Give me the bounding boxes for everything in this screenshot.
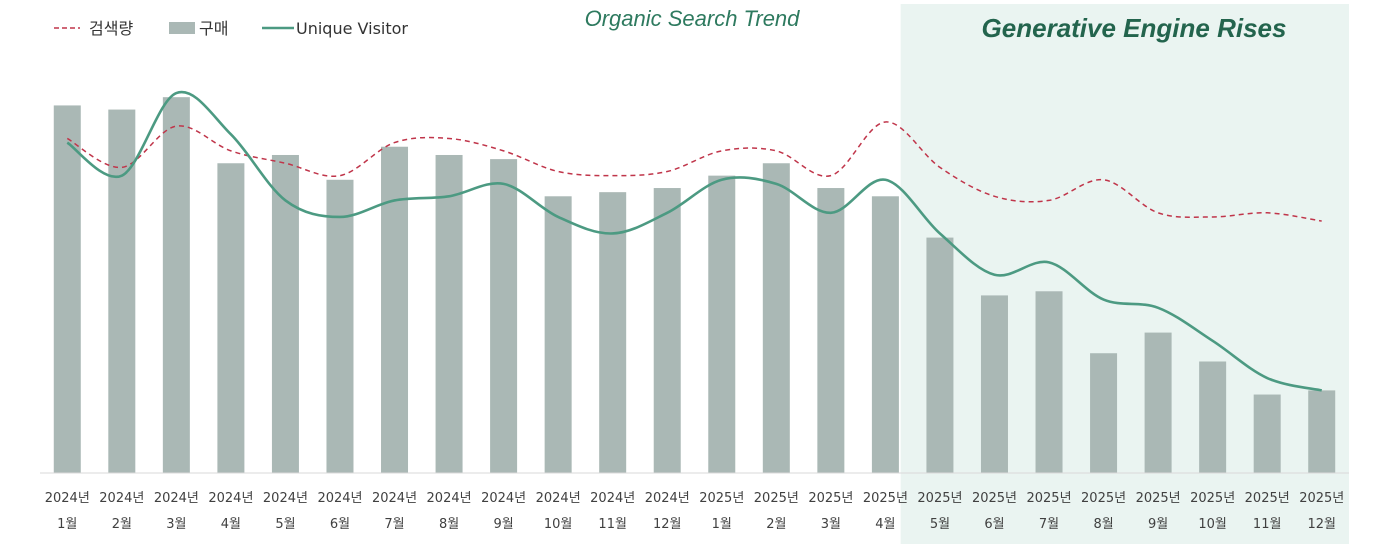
x-tick-label-16-month: 4월 xyxy=(875,517,895,532)
x-tick-label-1-year: 2024년 xyxy=(45,491,90,506)
bar-5 xyxy=(271,154,299,474)
x-tick-label-21-month: 9월 xyxy=(1148,517,1168,532)
x-tick-label-15-month: 3월 xyxy=(821,517,841,532)
x-tick-label-3-year: 2024년 xyxy=(154,491,199,506)
x-tick-label-19-year: 2025년 xyxy=(1026,491,1071,506)
x-tick-label-12-year: 2024년 xyxy=(645,491,690,506)
highlight-region xyxy=(900,4,1349,544)
x-tick-label-10-month: 10월 xyxy=(544,517,573,532)
bar-13 xyxy=(708,175,736,473)
x-tick-label-6-year: 2024년 xyxy=(317,491,362,506)
bar-22 xyxy=(1199,361,1227,473)
bar-6 xyxy=(326,179,354,473)
x-tick-label-16-year: 2025년 xyxy=(863,491,908,506)
x-tick-label-6-month: 6월 xyxy=(330,517,350,532)
x-tick-label-23-month: 11월 xyxy=(1253,517,1282,532)
x-tick-label-4-year: 2024년 xyxy=(208,491,253,506)
x-tick-label-7-year: 2024년 xyxy=(372,491,417,506)
legend-purchase-swatch xyxy=(169,22,195,34)
x-tick-label-3-month: 3월 xyxy=(166,517,186,532)
x-tick-label-5-year: 2024년 xyxy=(263,491,308,506)
x-tick-label-20-month: 8월 xyxy=(1093,517,1113,532)
x-tick-label-2-month: 2월 xyxy=(112,517,132,532)
bar-3 xyxy=(162,97,190,474)
bar-24 xyxy=(1308,390,1336,473)
bar-10 xyxy=(544,196,572,474)
bar-16 xyxy=(871,196,899,474)
x-tick-label-19-month: 7월 xyxy=(1039,517,1059,532)
x-tick-label-2-year: 2024년 xyxy=(99,491,144,506)
x-tick-label-13-month: 1월 xyxy=(712,517,732,532)
bar-9 xyxy=(490,159,518,473)
bar-2 xyxy=(108,109,136,473)
x-tick-label-14-year: 2025년 xyxy=(754,491,799,506)
x-tick-label-20-year: 2025년 xyxy=(1081,491,1126,506)
x-tick-label-5-month: 5월 xyxy=(275,517,295,532)
x-tick-label-17-year: 2025년 xyxy=(917,491,962,506)
bar-8 xyxy=(435,154,463,474)
search-volume-line xyxy=(66,121,1322,222)
bar-1 xyxy=(53,105,81,474)
bar-20 xyxy=(1090,353,1118,473)
bar-series xyxy=(53,97,1336,474)
x-tick-label-23-year: 2025년 xyxy=(1245,491,1290,506)
chart-title: Organic Search Trend xyxy=(585,6,801,31)
x-tick-label-12-month: 12월 xyxy=(653,517,682,532)
x-tick-label-10-year: 2024년 xyxy=(536,491,581,506)
bar-11 xyxy=(599,192,627,473)
highlight-annotation: Generative Engine Rises xyxy=(982,13,1287,43)
x-tick-label-8-month: 8월 xyxy=(439,517,459,532)
bar-15 xyxy=(817,188,845,473)
legend-purchase-label: 구매 xyxy=(199,19,228,38)
legend-uv-label: Unique Visitor xyxy=(296,19,408,38)
x-tick-label-1-month: 1월 xyxy=(57,517,77,532)
x-tick-label-17-month: 5월 xyxy=(930,517,950,532)
x-tick-label-14-month: 2월 xyxy=(766,517,786,532)
x-tick-label-8-year: 2024년 xyxy=(427,491,472,506)
x-tick-label-18-month: 6월 xyxy=(984,517,1004,532)
x-tick-label-24-year: 2025년 xyxy=(1299,491,1344,506)
bar-14 xyxy=(762,163,790,473)
bar-23 xyxy=(1253,394,1281,473)
x-tick-label-4-month: 4월 xyxy=(221,517,241,532)
bar-18 xyxy=(980,295,1008,473)
bar-4 xyxy=(217,163,245,473)
bar-17 xyxy=(926,237,954,473)
bar-21 xyxy=(1144,332,1172,473)
x-tick-label-21-year: 2025년 xyxy=(1136,491,1181,506)
x-tick-label-11-month: 11월 xyxy=(598,517,627,532)
x-tick-label-18-year: 2025년 xyxy=(972,491,1017,506)
legend: 검색량 구매 Unique Visitor xyxy=(54,19,408,38)
x-tick-label-9-month: 9월 xyxy=(493,517,513,532)
x-tick-label-15-year: 2025년 xyxy=(808,491,853,506)
x-tick-label-22-month: 10월 xyxy=(1198,517,1227,532)
bar-19 xyxy=(1035,291,1063,473)
bar-7 xyxy=(381,146,409,474)
x-tick-label-24-month: 12월 xyxy=(1307,517,1336,532)
bar-12 xyxy=(653,188,681,473)
legend-search-label: 검색량 xyxy=(89,19,133,38)
x-tick-label-9-year: 2024년 xyxy=(481,491,526,506)
x-tick-label-11-year: 2024년 xyxy=(590,491,635,506)
unique-visitor-line xyxy=(66,90,1323,392)
x-tick-labels: 2024년 1월 2024년 2월 2024년 3월 2024년 4월 2024년 5월 2024년… xyxy=(45,491,1345,532)
x-tick-label-7-month: 7월 xyxy=(384,517,404,532)
x-tick-label-13-year: 2025년 xyxy=(699,491,744,506)
x-tick-label-22-year: 2025년 xyxy=(1190,491,1235,506)
